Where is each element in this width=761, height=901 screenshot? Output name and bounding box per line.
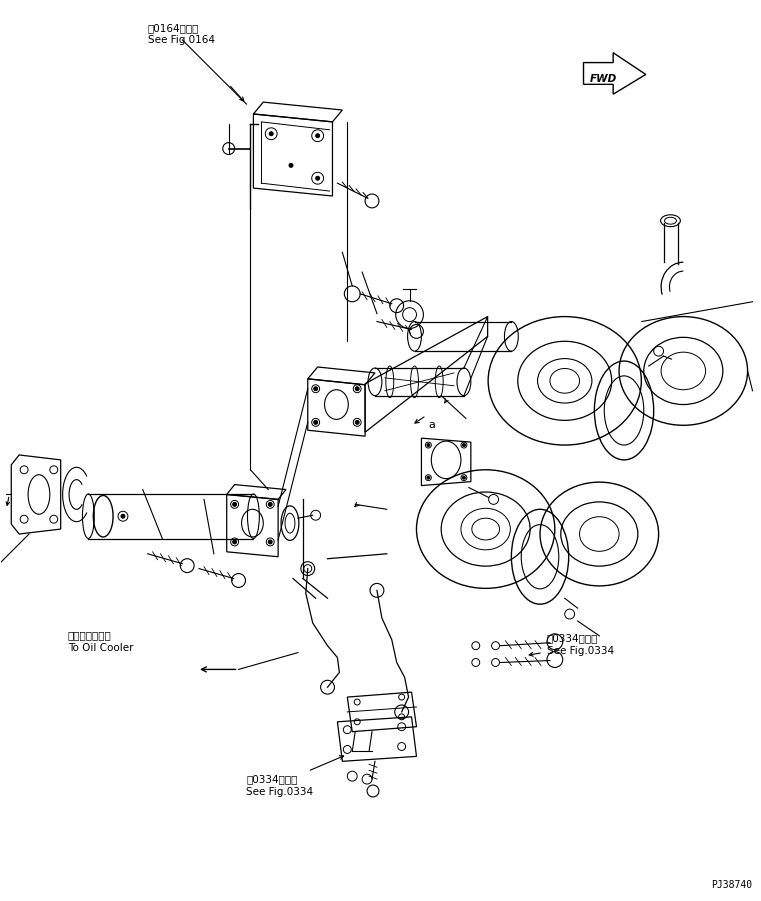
Circle shape xyxy=(233,540,237,544)
Text: See Fig.0334: See Fig.0334 xyxy=(247,787,314,797)
Circle shape xyxy=(314,387,317,391)
Text: 第0334図参照: 第0334図参照 xyxy=(247,774,298,784)
Circle shape xyxy=(427,477,430,479)
Circle shape xyxy=(316,133,320,138)
Circle shape xyxy=(316,177,320,180)
Circle shape xyxy=(355,387,359,391)
Circle shape xyxy=(289,163,293,168)
Circle shape xyxy=(463,443,466,447)
Text: See Fig.0334: See Fig.0334 xyxy=(547,646,614,656)
Circle shape xyxy=(463,477,466,479)
Text: PJ38740: PJ38740 xyxy=(711,880,752,890)
Circle shape xyxy=(121,514,125,518)
Text: a: a xyxy=(428,421,435,431)
Circle shape xyxy=(355,421,359,424)
Circle shape xyxy=(268,503,272,506)
Circle shape xyxy=(427,443,430,447)
Circle shape xyxy=(268,540,272,544)
Text: 第0334図参照: 第0334図参照 xyxy=(547,633,598,642)
Text: See Fig 0164: See Fig 0164 xyxy=(148,35,215,45)
Text: オイルクーラヘ: オイルクーラヘ xyxy=(68,630,111,640)
Circle shape xyxy=(269,132,273,136)
Text: 第0164図参照: 第0164図参照 xyxy=(148,23,199,33)
Circle shape xyxy=(233,503,237,506)
Circle shape xyxy=(314,421,317,424)
Text: FWD: FWD xyxy=(590,75,616,85)
Text: To Oil Cooler: To Oil Cooler xyxy=(68,642,133,652)
